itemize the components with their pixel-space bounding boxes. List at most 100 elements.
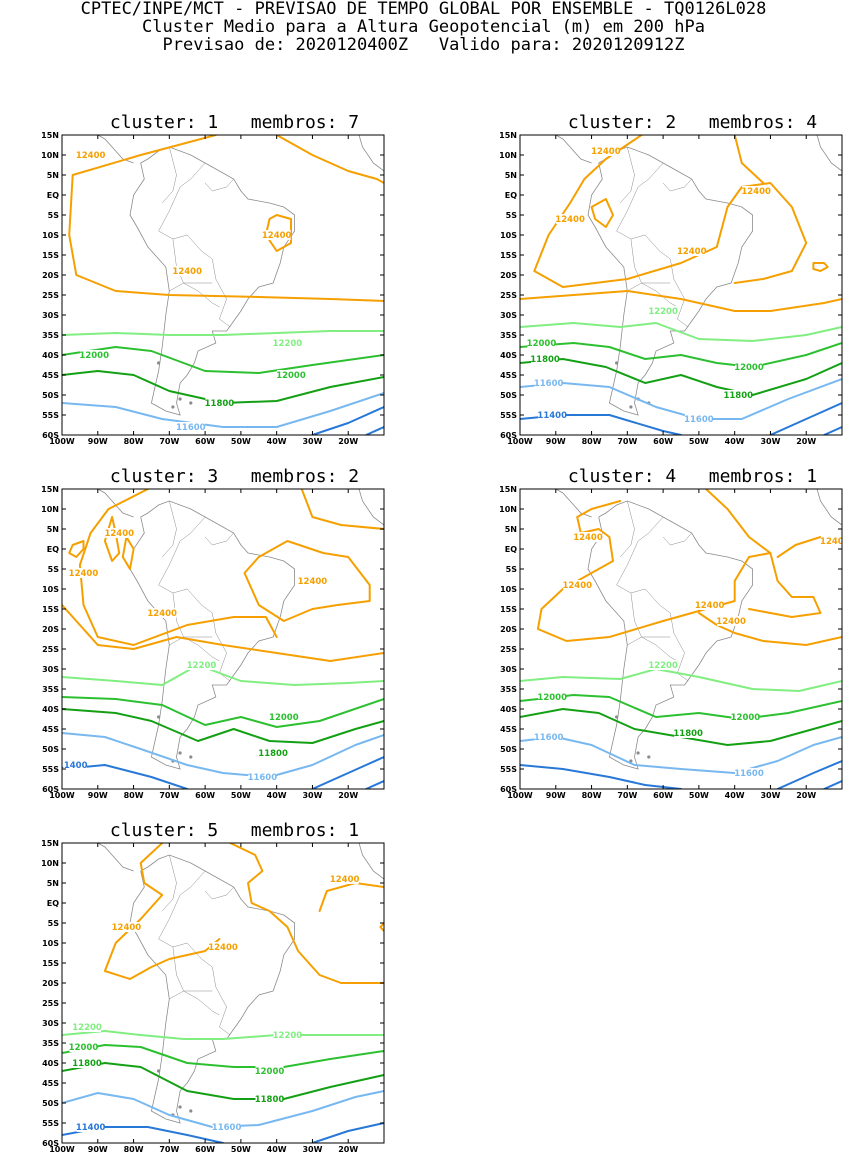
country-border [162, 146, 177, 204]
y-tick-label: 55S [42, 765, 59, 774]
y-tick-label: 5S [48, 919, 60, 928]
panel-title: cluster: 1 membros: 7 [109, 112, 360, 133]
contour-line-11400 [520, 764, 682, 789]
contour-map: 12400 12400 12400 12200 12000 12000 11800 11600… [41, 131, 385, 446]
y-tick-label: 25S [42, 999, 59, 1008]
contour-line-11400 [311, 1122, 384, 1143]
contour-line-12400 [103, 516, 121, 562]
contour-label-bg [724, 390, 753, 400]
x-tick-label: 100W [507, 791, 533, 800]
contour-label-12400: 12400 [573, 533, 603, 543]
contour-label-bg [209, 942, 237, 952]
contour-label-12000: 12000 [527, 339, 557, 349]
contour-line-11400 [776, 760, 842, 789]
x-tick-label: 70W [617, 791, 637, 800]
island-mark [647, 755, 651, 759]
contour-line-12400 [243, 540, 371, 622]
africa-coast [816, 489, 842, 526]
contour-label-12400: 12400 [591, 147, 621, 157]
x-tick-label: 100W [507, 437, 533, 446]
header-line-2: Cluster Medio para a Altura Geopotencial… [142, 17, 705, 37]
island-mark [629, 759, 633, 763]
x-tick-label: 60W [653, 437, 673, 446]
coastline [587, 500, 754, 770]
y-tick-label: 15N [499, 131, 517, 140]
map-frame [519, 488, 843, 790]
contour-label-11600: 11600 [534, 379, 564, 389]
y-tick-label: 45S [42, 1079, 59, 1088]
x-tick-label: 60W [653, 791, 673, 800]
contour-label-bg [538, 410, 567, 420]
contour-label-12000: 12000 [276, 371, 306, 381]
coastline [129, 854, 296, 1124]
country-border [162, 854, 177, 912]
contour-label-12400: 12400 [820, 537, 847, 547]
y-tick-label: 60S [500, 431, 517, 440]
country-border [630, 592, 671, 638]
y-tick-label: 5N [505, 525, 517, 534]
country-border [204, 532, 234, 546]
contour-label-bg [148, 608, 177, 618]
contour-label-bg [734, 768, 763, 778]
island-mark [615, 715, 619, 719]
contour-label-12400: 12400 [330, 875, 360, 885]
contour-label-bg [684, 414, 713, 424]
y-tick-label: 20S [42, 979, 59, 988]
contour-label-11800: 11800 [673, 729, 703, 739]
country-border [627, 282, 678, 308]
x-tick-label: 70W [159, 437, 179, 446]
x-tick-label: 20W [338, 791, 358, 800]
y-tick-label: 10N [41, 151, 59, 160]
x-tick-label: 60W [195, 1145, 215, 1154]
contour-label-11800: 11800 [723, 391, 753, 401]
y-tick-label: 25S [500, 645, 517, 654]
contour-line-12400 [379, 922, 384, 932]
contour-line-12400 [533, 135, 808, 288]
x-tick-label: 40W [267, 791, 287, 800]
y-tick-label: 55S [500, 411, 517, 420]
contour-label-bg [298, 576, 327, 586]
contour-label-11600: 11600 [734, 769, 764, 779]
contour-label-bg [591, 146, 620, 156]
contour-label-12400: 12400 [562, 581, 592, 591]
contour-label-11600: 11600 [534, 733, 564, 743]
x-tick-label: 50W [231, 437, 251, 446]
y-tick-label: EQ [47, 191, 59, 200]
contour-line-12400 [62, 604, 384, 662]
country-border [158, 516, 206, 594]
contour-line-12400 [697, 612, 842, 646]
contour-line-11600 [62, 392, 384, 428]
y-tick-label: 10N [499, 151, 517, 160]
y-tick-label: 5N [505, 171, 517, 180]
contour-label-bg [742, 186, 771, 196]
contour-line-12000 [520, 694, 842, 720]
contour-map: 12400 12400 12400 12200 12200 12000 12000 11800… [41, 839, 385, 1154]
panel-cluster-2: cluster: 2 membros: 4 12400 12400 12400 124… [480, 113, 847, 446]
contour-label-bg [534, 378, 563, 388]
central-america-coast [97, 843, 134, 872]
y-tick-label: 5N [47, 171, 59, 180]
contour-label-bg [176, 422, 205, 432]
x-tick-label: 20W [338, 437, 358, 446]
contour-label-bg [695, 600, 724, 610]
y-tick-label: 50S [42, 1099, 59, 1108]
x-tick-label: 70W [159, 1145, 179, 1154]
contour-label-11800: 11800 [530, 355, 560, 365]
y-tick-label: 10S [42, 939, 59, 948]
contour-label-bg [76, 150, 105, 160]
x-tick-label: 30W [302, 791, 322, 800]
contour-label-12200: 12200 [72, 1023, 102, 1033]
contour-label-11800: 11800 [258, 749, 288, 759]
contour-line-12000 [520, 342, 842, 368]
contour-label-12400: 12400 [555, 215, 585, 225]
x-tick-label: 80W [124, 1145, 144, 1154]
y-tick-label: 30S [500, 665, 517, 674]
contour-label-12400: 12400 [262, 231, 292, 241]
map-plot-area: 12400 12400 12400 12200 12200 12000 12000 11800… [62, 843, 384, 1143]
contour-line-12400 [68, 540, 85, 558]
contour-label-bg [734, 362, 763, 372]
contour-label-bg [556, 214, 585, 224]
country-border [169, 636, 220, 662]
country-border [204, 886, 234, 900]
y-tick-label: 55S [500, 765, 517, 774]
